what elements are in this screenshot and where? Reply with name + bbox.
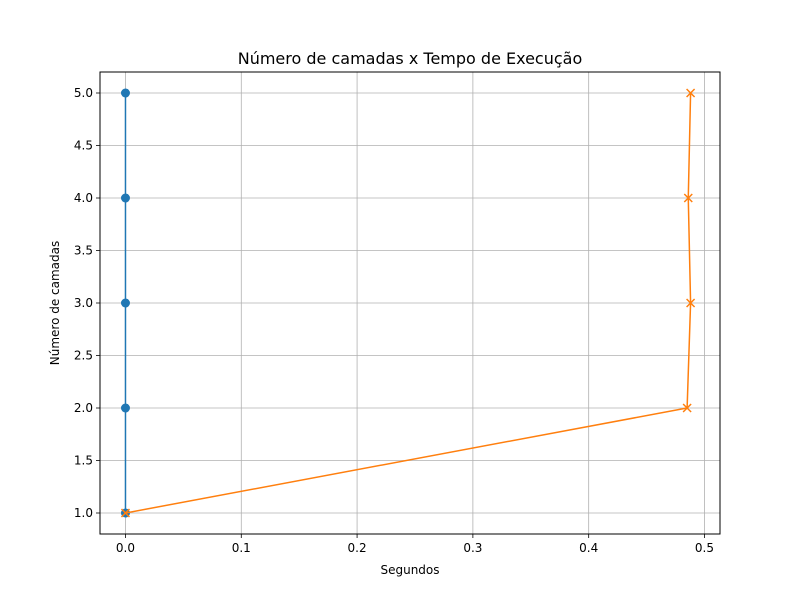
grid — [100, 72, 720, 534]
data-point — [120, 193, 130, 203]
data-point — [120, 403, 130, 413]
data-point — [686, 298, 696, 308]
x-axis: 0.0 0.1 0.2 0.3 0.4 0.5 — [116, 534, 714, 555]
data-point — [120, 298, 130, 308]
y-tick-label: 3.0 — [74, 296, 93, 310]
data-point — [683, 193, 693, 203]
y-tick-label: 1.0 — [74, 506, 93, 520]
y-tick-label: 4.0 — [74, 191, 93, 205]
x-axis-label: Segundos — [380, 563, 439, 577]
series-layer — [120, 88, 696, 518]
data-point — [120, 508, 131, 518]
x-tick-label: 0.2 — [348, 541, 367, 555]
y-tick-label: 5.0 — [74, 86, 93, 100]
series-2 — [120, 88, 696, 518]
chart-title: Número de camadas x Tempo de Execução — [238, 49, 583, 68]
x-tick-label: 0.4 — [579, 541, 598, 555]
y-tick-label: 3.5 — [74, 244, 93, 258]
y-axis-label: Número de camadas — [48, 241, 62, 366]
y-axis: 1.0 1.5 2.0 2.5 3.0 3.5 4.0 4.5 5.0 — [74, 86, 100, 520]
y-tick-label: 2.5 — [74, 349, 93, 363]
x-tick-label: 0.3 — [463, 541, 482, 555]
x-tick-label: 0.0 — [116, 541, 135, 555]
x-tick-label: 0.1 — [232, 541, 251, 555]
x-tick-label: 0.5 — [695, 541, 714, 555]
data-point — [120, 88, 130, 98]
y-tick-label: 1.5 — [74, 454, 93, 468]
y-tick-label: 2.0 — [74, 401, 93, 415]
y-tick-label: 4.5 — [74, 139, 93, 153]
data-point — [686, 88, 696, 98]
data-point — [682, 403, 692, 413]
